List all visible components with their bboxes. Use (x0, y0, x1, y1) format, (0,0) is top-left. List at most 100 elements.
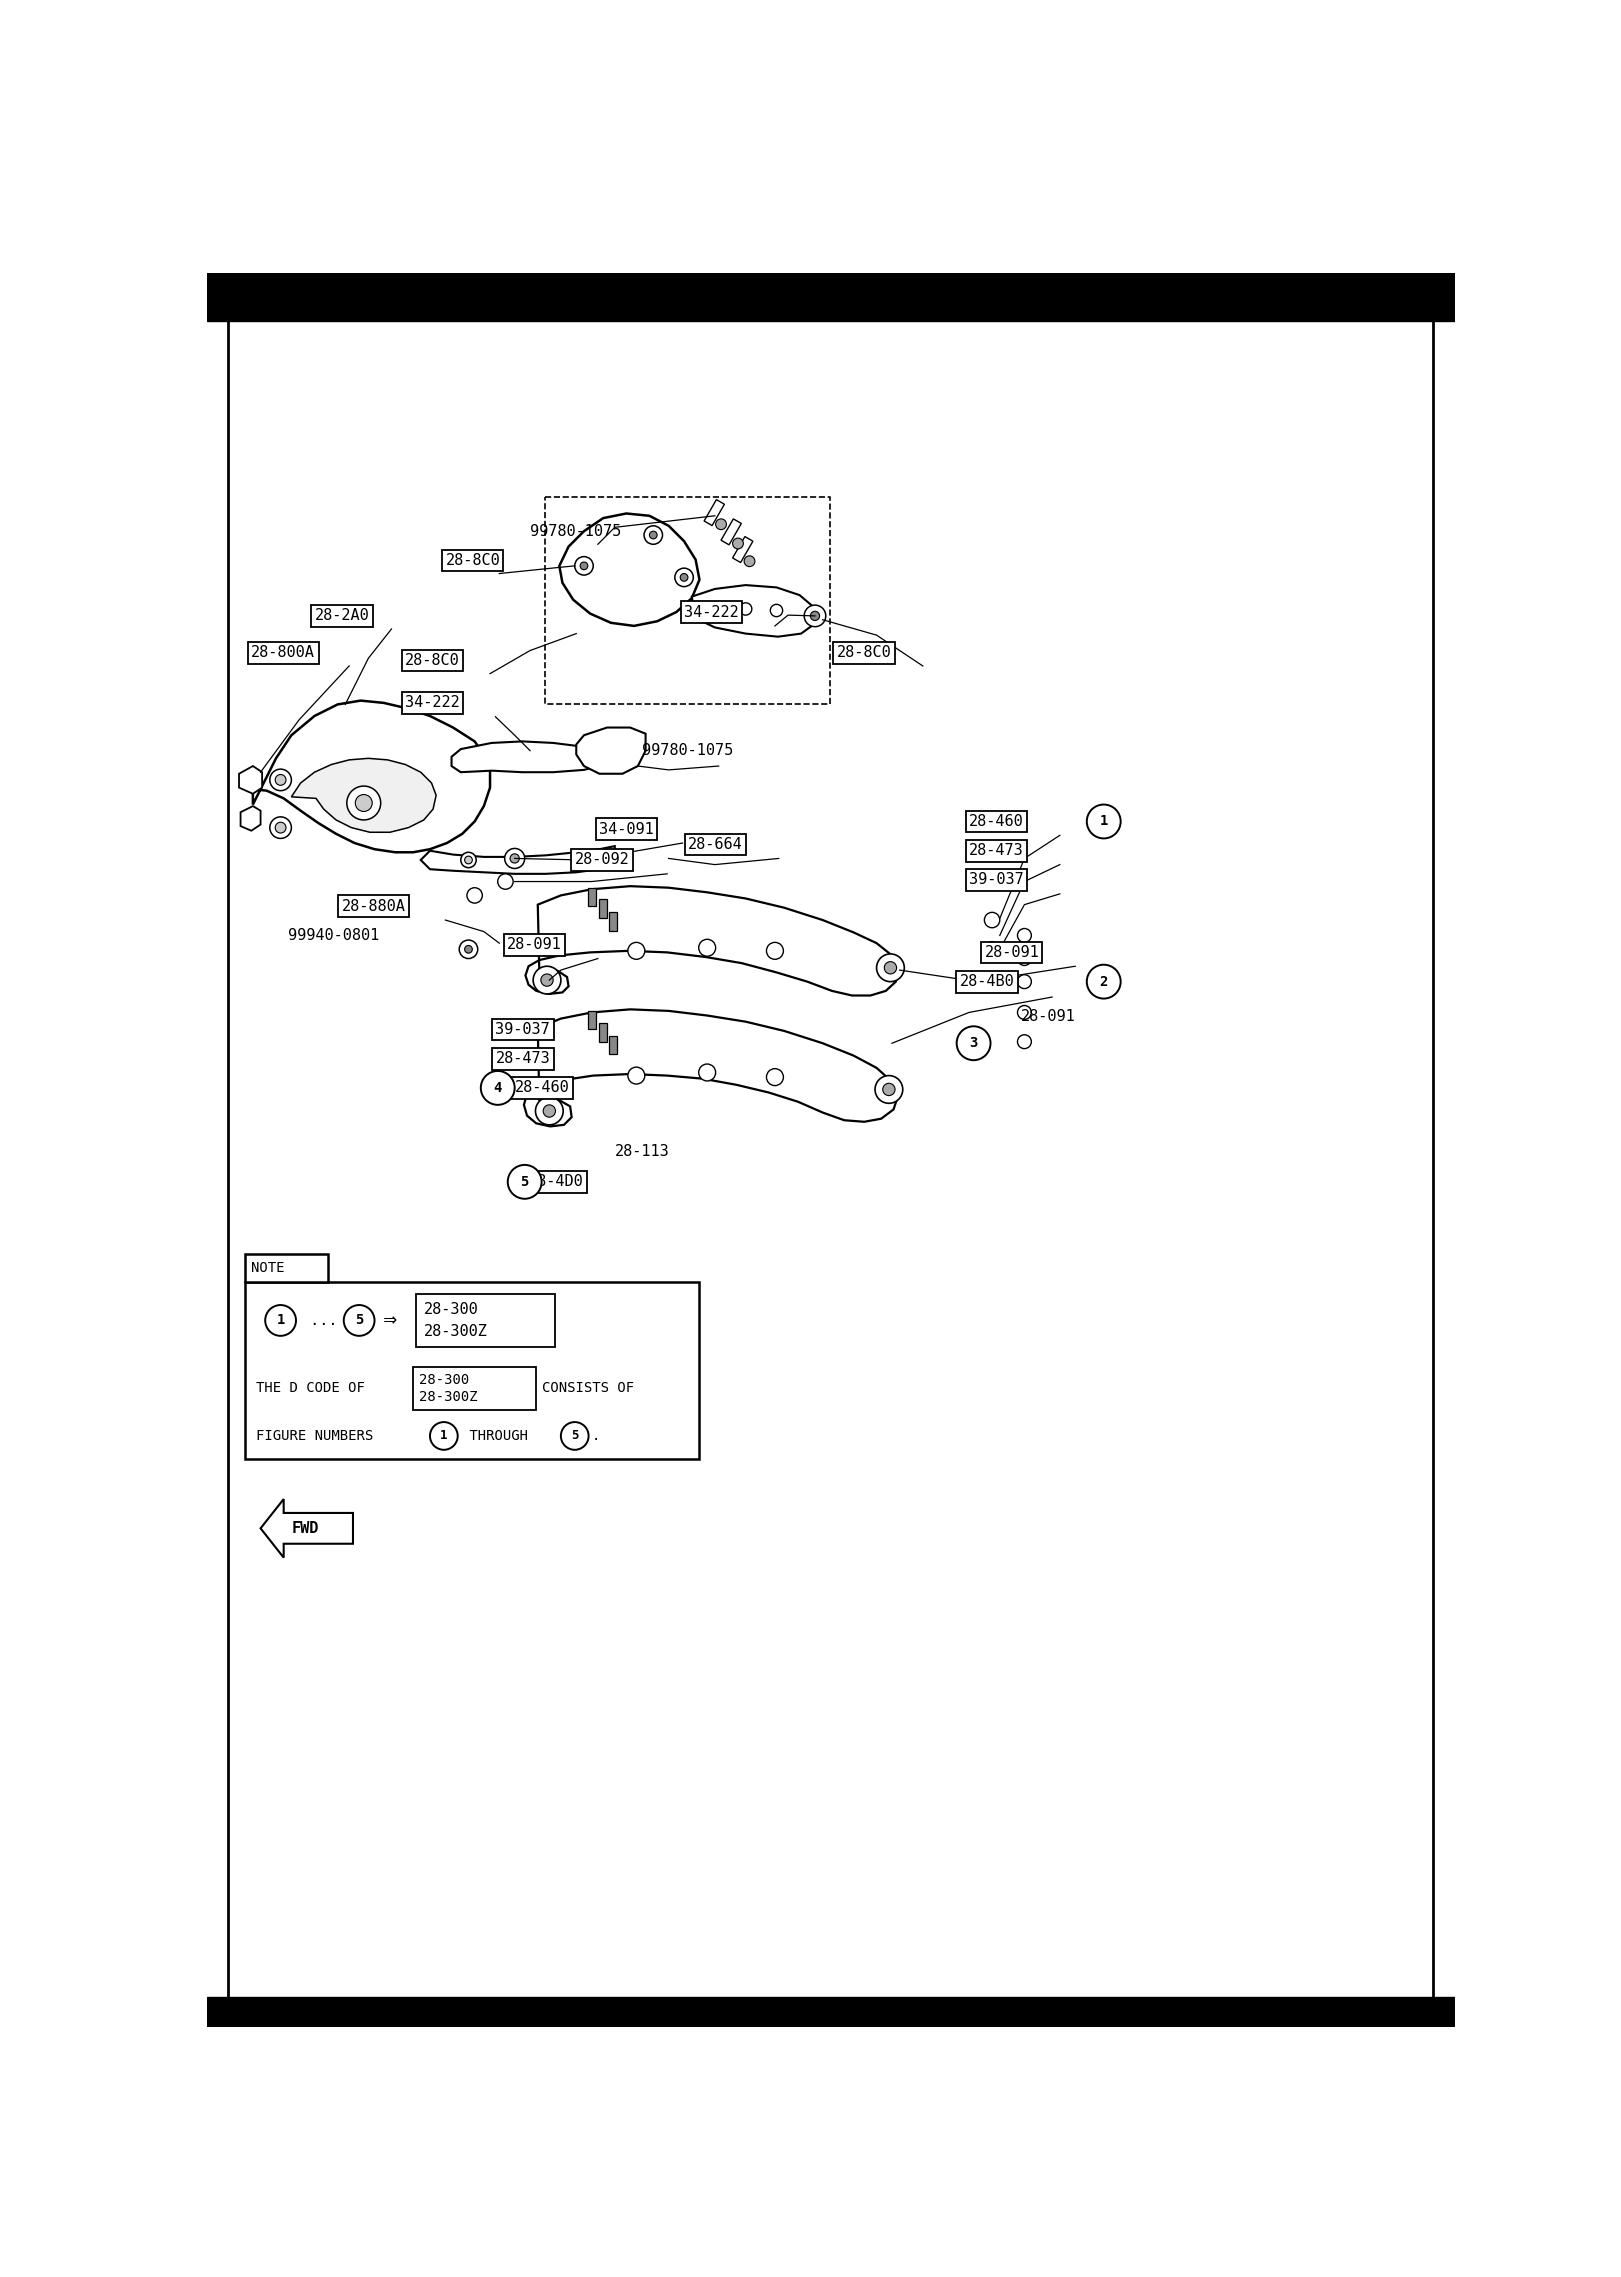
Text: THE D CODE OF: THE D CODE OF (256, 1382, 365, 1396)
Bar (207, 273, 1456, 321)
Circle shape (883, 1084, 895, 1095)
Circle shape (681, 574, 687, 581)
Bar (417, 1293, 554, 1346)
Text: CONSISTS OF: CONSISTS OF (543, 1382, 634, 1396)
Circle shape (276, 774, 285, 786)
Text: .: . (592, 1430, 600, 1444)
Text: 1: 1 (277, 1314, 285, 1327)
Text: 1: 1 (1099, 815, 1107, 829)
Text: 28-092: 28-092 (575, 852, 629, 868)
Circle shape (984, 913, 1000, 927)
Circle shape (269, 817, 292, 838)
Circle shape (465, 945, 472, 954)
Text: NOTE: NOTE (251, 1261, 285, 1275)
Bar (588, 888, 595, 906)
Bar (733, 537, 752, 562)
Circle shape (266, 1305, 297, 1337)
Polygon shape (253, 701, 490, 852)
Circle shape (543, 1104, 556, 1118)
Text: 28-4B0: 28-4B0 (960, 975, 1015, 988)
Bar (413, 1366, 537, 1409)
Text: 28-4D0: 28-4D0 (528, 1175, 584, 1189)
Circle shape (1086, 804, 1120, 838)
Text: 28-8C0: 28-8C0 (836, 644, 892, 660)
Text: 28-300Z: 28-300Z (420, 1391, 478, 1405)
Circle shape (575, 556, 593, 576)
Polygon shape (452, 742, 600, 772)
Circle shape (481, 1070, 515, 1104)
Circle shape (644, 526, 663, 544)
Text: FWD: FWD (292, 1521, 319, 1537)
Circle shape (770, 603, 783, 617)
Text: 34-222: 34-222 (405, 694, 460, 710)
Text: 28-460: 28-460 (515, 1079, 569, 1095)
Bar (207, 1997, 1456, 2027)
Circle shape (1018, 929, 1031, 943)
Text: 28-880A: 28-880A (342, 899, 405, 913)
Circle shape (699, 940, 715, 956)
Bar (704, 499, 725, 526)
Text: 28-8C0: 28-8C0 (405, 653, 460, 667)
Circle shape (460, 852, 477, 868)
Circle shape (708, 601, 721, 615)
Circle shape (467, 888, 483, 904)
Text: 34-091: 34-091 (600, 822, 655, 836)
Circle shape (767, 943, 783, 959)
Circle shape (875, 1075, 903, 1104)
Text: ⇒: ⇒ (378, 1312, 402, 1330)
Text: 28-300: 28-300 (420, 1373, 470, 1387)
Text: 99780-1075: 99780-1075 (530, 524, 621, 540)
Polygon shape (292, 758, 436, 833)
Circle shape (715, 519, 726, 531)
Text: 99780-1075: 99780-1075 (642, 742, 733, 758)
Polygon shape (240, 806, 261, 831)
Circle shape (739, 603, 752, 615)
Text: 34-222: 34-222 (684, 603, 739, 619)
Circle shape (1086, 965, 1120, 1000)
Text: ...: ... (300, 1314, 355, 1327)
Bar (600, 899, 608, 918)
Circle shape (498, 874, 514, 890)
Text: 39-037: 39-037 (496, 1022, 550, 1036)
Circle shape (580, 562, 588, 569)
Polygon shape (692, 585, 815, 638)
Text: 28-091: 28-091 (1021, 1009, 1076, 1025)
Polygon shape (238, 765, 263, 795)
Circle shape (744, 556, 755, 567)
Bar (245, 1282, 700, 1460)
Bar (245, 1255, 329, 1282)
Text: 5: 5 (571, 1430, 579, 1441)
Polygon shape (577, 729, 645, 774)
Text: 28-300Z: 28-300Z (423, 1323, 488, 1339)
Circle shape (344, 1305, 374, 1337)
Circle shape (810, 610, 820, 622)
Text: 3: 3 (969, 1036, 977, 1050)
Circle shape (276, 822, 285, 833)
Polygon shape (261, 1498, 353, 1557)
Text: 39-037: 39-037 (969, 872, 1024, 888)
Polygon shape (524, 1009, 898, 1127)
Circle shape (984, 972, 1000, 988)
Circle shape (733, 537, 744, 549)
Circle shape (535, 1098, 562, 1125)
Text: 28-473: 28-473 (969, 842, 1024, 858)
Bar (600, 1022, 608, 1041)
Circle shape (674, 569, 694, 587)
Circle shape (984, 943, 1000, 956)
Text: 4: 4 (493, 1082, 503, 1095)
Polygon shape (525, 886, 900, 995)
Circle shape (465, 856, 472, 863)
Polygon shape (559, 515, 700, 626)
Text: 28-091: 28-091 (984, 945, 1039, 961)
Circle shape (355, 795, 373, 811)
Text: 99940-0801: 99940-0801 (289, 929, 379, 943)
Circle shape (627, 943, 645, 959)
Text: 2: 2 (1099, 975, 1107, 988)
Circle shape (507, 1166, 541, 1198)
Text: 28-113: 28-113 (614, 1143, 669, 1159)
Text: 28-800A: 28-800A (251, 644, 314, 660)
Text: 28-091: 28-091 (507, 938, 562, 952)
Circle shape (877, 954, 905, 981)
Text: 28-300: 28-300 (423, 1302, 478, 1316)
Circle shape (1018, 975, 1031, 988)
